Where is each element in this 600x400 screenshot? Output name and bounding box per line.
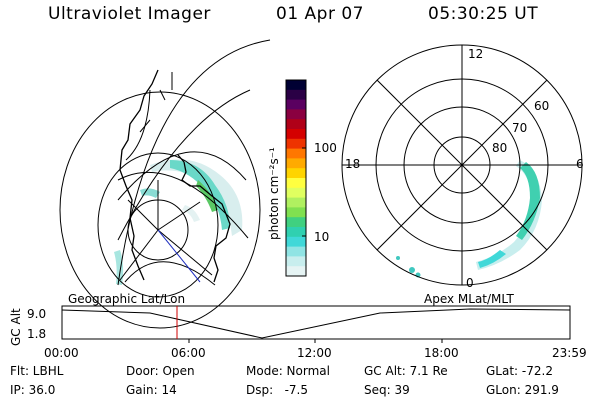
colorbar-segment (286, 217, 306, 228)
timeline-xtick-3: 18:00 (424, 346, 459, 360)
colorbar-segment (286, 109, 306, 120)
date-label: 01 Apr 07 (276, 4, 364, 24)
colorbar-segment (286, 246, 306, 257)
gc-alt-info: GC Alt: 7.1 Re (364, 364, 448, 378)
filter-info: Flt: LBHL (10, 364, 64, 378)
time-label: 05:30:25 UT (428, 4, 539, 24)
colorbar-segment (286, 148, 306, 159)
colorbar-segment (286, 207, 306, 218)
colorbar-segment (286, 89, 306, 101)
instrument-title: Ultraviolet Imager (48, 4, 211, 24)
timeline-xtick-0: 00:00 (44, 346, 79, 360)
colorbar-unit-label: photon cm⁻²s⁻¹ (267, 147, 281, 240)
lat-label-60: 60 (534, 99, 549, 113)
polar-aurora-emission (396, 160, 542, 278)
timeline-left-title: Geographic Lat/Lon (68, 292, 185, 306)
glon-info: GLon: 291.9 (486, 383, 559, 397)
timeline-ytick-low: 1.8 (27, 327, 46, 341)
polar-mlt-plot (341, 44, 583, 286)
timeline-right-title: Apex MLat/MLT (424, 292, 514, 306)
colorbar-segment (286, 80, 306, 91)
mlt-label-6: 6 (576, 157, 584, 171)
color-scale-bar (285, 79, 307, 277)
seq-info: Seq: 39 (364, 383, 410, 397)
colorbar-segment (286, 266, 306, 277)
mlt-label-0: 0 (466, 276, 474, 290)
timeline-ytick-high: 9.0 (27, 307, 46, 321)
colorbar-segment (286, 138, 306, 150)
colorbar-segment (286, 168, 306, 179)
mlt-label-18: 18 (345, 157, 360, 171)
mode-info: Mode: Normal (246, 364, 330, 378)
lat-label-80: 80 (492, 141, 507, 155)
colorbar-segment (286, 99, 306, 110)
colorbar-segment (286, 178, 306, 189)
colorbar-tick-100: 100 (314, 141, 337, 155)
mlt-label-12: 12 (468, 47, 483, 61)
colorbar-segment (286, 236, 306, 248)
colorbar-segment (286, 129, 306, 140)
colorbar-segment (286, 256, 306, 267)
timeline-xtick-1: 06:00 (171, 346, 206, 360)
timeline-xtick-2: 12:00 (297, 346, 332, 360)
geo-aurora-emission (114, 159, 243, 285)
dsp-info: Dsp: -7.5 (246, 383, 309, 397)
timeline-y-label: GC Alt (9, 308, 23, 346)
colorbar-segment (286, 187, 306, 199)
door-info: Door: Open (126, 364, 195, 378)
colorbar-segment (286, 119, 306, 130)
colorbar-frame (285, 79, 307, 277)
geographic-map (59, 39, 271, 329)
ip-info: IP: 36.0 (10, 383, 56, 397)
colorbar-segment (286, 227, 306, 238)
colorbar-tick-10: 10 (314, 230, 329, 244)
colorbar-segment (286, 158, 306, 169)
timeline-xtick-4: 23:59 (552, 346, 587, 360)
colorbar-segment (286, 197, 306, 208)
altitude-timeline (61, 305, 571, 343)
glat-info: GLat: -72.2 (486, 364, 553, 378)
gain-info: Gain: 14 (126, 383, 177, 397)
lat-label-70: 70 (512, 121, 527, 135)
